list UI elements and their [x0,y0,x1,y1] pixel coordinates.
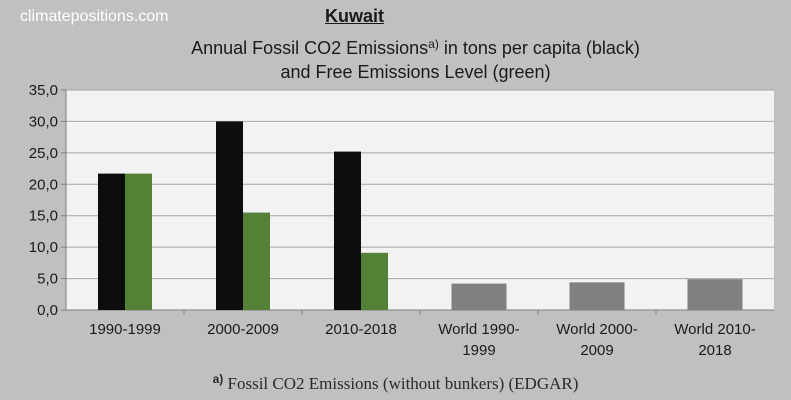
bar-free-emissions-level [125,173,152,310]
bar-world [687,279,743,310]
x-tick-label: 2000-2009 [207,321,279,338]
footnote-text: Fossil CO2 Emissions (without bunkers) (… [223,374,579,393]
y-tick-label: 15,0 [29,208,58,225]
plot-area [66,90,774,310]
bar-free-emissions-level [243,212,270,310]
y-tick-label: 5,0 [37,271,58,288]
y-tick-label: 30,0 [29,113,58,130]
x-tick-label: 2010-2018 [325,321,397,338]
x-tick-label: 1990-1999 [89,321,161,338]
bar-free-emissions-level [361,252,388,310]
title-footnote-mark: a) [428,37,439,51]
title-rest: in tons per capita (black) [438,38,640,58]
title-main: Annual Fossil CO2 Emissions [191,38,429,58]
x-tick-label: 2009 [580,342,613,359]
y-tick-label: 20,0 [29,176,58,193]
chart-title-line1: Annual Fossil CO2 Emissionsa) in tons pe… [0,37,791,59]
bar-world [569,282,625,310]
y-tick-label: 25,0 [29,145,58,162]
x-tick-label: 1999 [462,342,495,359]
x-tick-label: 2018 [698,342,731,359]
bar-world [451,283,507,310]
chart-title-line2: and Free Emissions Level (green) [280,62,551,82]
bar-emissions [98,173,125,310]
x-tick-label: World 1990- [438,321,519,338]
y-tick-label: 35,0 [29,82,58,99]
y-tick-label: 10,0 [29,239,58,256]
x-tick-label: World 2010- [674,321,755,338]
footnote-mark: a) [212,372,224,386]
bar-emissions [216,121,243,310]
country-title: Kuwait [325,6,385,26]
y-tick-label: 0,0 [37,302,58,319]
site-name: climatepositions.com [20,8,169,25]
footnote: a) Fossil CO2 Emissions (without bunkers… [0,372,791,394]
bar-emissions [334,151,361,310]
x-tick-label: World 2000- [556,321,637,338]
